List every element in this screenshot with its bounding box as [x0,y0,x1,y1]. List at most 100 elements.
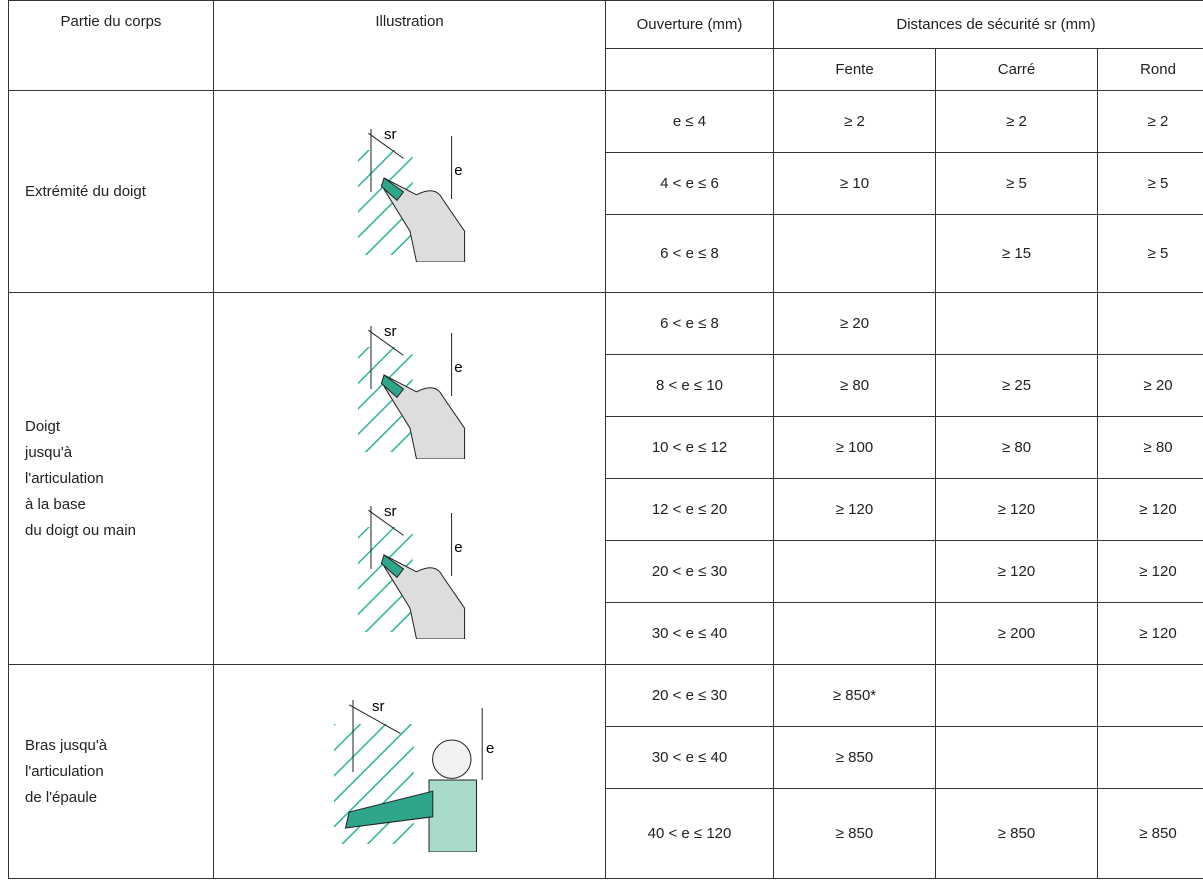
finger [380,373,404,398]
opening-cell: 10 < e ≤ 12 [605,416,774,479]
opening-cell: e ≤ 4 [605,90,774,153]
distance-cell: ≥ 80 [773,354,936,417]
e-label: e [454,359,462,376]
illustration: sr e [357,502,465,639]
distance-cell: ≥ 2 [935,90,1098,153]
header-cell: Rond [1096,48,1203,91]
table-row: Doigt jusqu'à l'articulation à la base du do… [8,292,1203,665]
finger [380,553,404,578]
illustration: sr e [357,125,465,262]
person-head [431,738,472,779]
body-part-line: Extrémité du doigt [25,182,146,200]
sr-dim [367,132,404,159]
distance-cell: ≥ 10 [773,152,936,215]
empty-cell [935,726,1098,789]
distance-cell: ≥ 120 [1096,478,1203,541]
safety-table: Partie du corps Illustration Ouverture (mm… [8,0,1203,879]
distance-cell: ≥ 2 [773,90,936,153]
opening-cell: 6 < e ≤ 8 [605,292,774,355]
arm [344,790,433,829]
body-part-cell: Bras jusqu'à l'articulation de l'épaule [8,664,214,879]
body-part-line: à la base [25,495,86,513]
distance-cell: ≥ 200 [935,602,1098,665]
sr-label: sr [384,125,397,142]
hand [383,553,465,639]
table-row: 40 < e ≤ 120 ≥ 850 ≥ 850 ≥ 850 [9,788,1203,879]
sr-label: sr [384,322,397,339]
empty-cell [1096,292,1203,355]
opening-cell: 20 < e ≤ 30 [605,664,774,727]
distance-cell: ≥ 20 [1096,354,1203,417]
sr-label: sr [384,502,397,519]
hand [383,373,465,459]
opening-cell: 6 < e ≤ 8 [605,214,774,293]
person-body [428,779,477,852]
opening-cell: 12 < e ≤ 20 [605,478,774,541]
body-part-cell: Doigt jusqu'à l'articulation à la base du do… [8,292,214,665]
header-cell: Carré [935,48,1098,91]
distance-cell: ≥ 850* [773,664,936,727]
sr-dim [367,509,404,536]
empty-cell [773,602,936,665]
header-cell: Distances de sécurité sr (mm) [772,0,1203,49]
table-row: 20 < e ≤ 30 ≥ 120 ≥ 120 [9,540,1203,603]
table-row: 8 < e ≤ 10 ≥ 80 ≥ 25 ≥ 20 [9,354,1203,417]
table-row: 10 < e ≤ 12 ≥ 100 ≥ 80 ≥ 80 [9,416,1203,479]
header-cell [605,48,774,91]
header-cell: Fente [773,48,936,91]
e-label: e [454,162,462,179]
distance-cell: ≥ 15 [935,214,1098,293]
opening-cell: 30 < e ≤ 40 [605,602,774,665]
body-part-line: Bras jusqu'à [25,736,108,754]
opening-cell: 30 < e ≤ 40 [605,726,774,789]
distance-cell: ≥ 20 [773,292,936,355]
distance-cell: ≥ 5 [1096,214,1203,293]
body-part-line: de l'épaule [25,788,98,806]
distance-cell: ≥ 850 [773,726,936,789]
header-row: Partie du corps Illustration Ouverture (mm… [8,0,1203,91]
illustration: sr e [333,698,494,852]
opening-cell: 40 < e ≤ 120 [605,788,774,879]
empty-cell [1096,664,1203,727]
spacer [214,459,605,499]
e-label: e [486,739,494,756]
sr-dim [367,329,404,356]
illustration-cell: sr e [213,664,606,879]
table-row: 6 < e ≤ 8 ≥ 15 ≥ 5 [9,214,1203,293]
illustration-cell: sr e [213,90,606,293]
sr-dim [348,703,401,734]
body-part-cell: Extrémité du doigt [8,90,214,293]
table-row: Bras jusqu'à l'articulation de l'épaule sr e… [8,664,1203,879]
table-row: 30 < e ≤ 40 ≥ 850 [9,726,1203,789]
distance-cell: ≥ 25 [935,354,1098,417]
opening-cell: 8 < e ≤ 10 [605,354,774,417]
distance-cell: ≥ 2 [1096,90,1203,153]
opening-cell: 20 < e ≤ 30 [605,540,774,603]
distance-cell: ≥ 120 [1096,602,1203,665]
body-part-line: jusqu'à [25,443,73,461]
distance-cell: ≥ 5 [935,152,1098,215]
distance-cell: ≥ 120 [773,478,936,541]
empty-cell [773,214,936,293]
body-part-line: du doigt ou main [25,521,136,539]
distance-cell: ≥ 850 [935,788,1098,879]
distance-cell: ≥ 120 [935,478,1098,541]
opening-cell: 4 < e ≤ 6 [605,152,774,215]
distance-cell: ≥ 120 [1096,540,1203,603]
body-part-line: l'articulation [25,762,104,780]
distance-cell: ≥ 100 [773,416,936,479]
empty-cell [1096,726,1203,789]
empty-cell [773,540,936,603]
sr-label: sr [372,698,385,715]
empty-cell [935,664,1098,727]
empty-cell [935,292,1098,355]
table-row: Extrémité du doigt sr e e ≤ 4 ≥ 2 ≥ 2 ≥ 2 [8,90,1203,293]
illustration: sr e [357,322,465,459]
distance-cell: ≥ 850 [1096,788,1203,879]
e-label: e [454,539,462,556]
hand [383,176,465,262]
distance-cell: ≥ 5 [1096,152,1203,215]
header-cell: Partie du corps [8,0,214,91]
header-cell: Illustration [213,0,606,91]
